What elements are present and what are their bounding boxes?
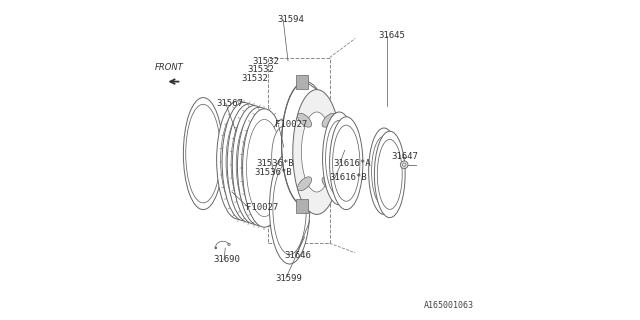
Ellipse shape bbox=[326, 120, 353, 196]
Ellipse shape bbox=[322, 113, 336, 127]
Ellipse shape bbox=[222, 102, 266, 221]
Ellipse shape bbox=[243, 109, 286, 227]
Text: A165001063: A165001063 bbox=[424, 301, 474, 310]
Text: FRONT: FRONT bbox=[156, 63, 184, 72]
Ellipse shape bbox=[236, 116, 272, 213]
Text: 31690: 31690 bbox=[214, 255, 241, 264]
Ellipse shape bbox=[186, 104, 221, 203]
Ellipse shape bbox=[378, 140, 402, 209]
Text: F10027: F10027 bbox=[275, 120, 307, 129]
Ellipse shape bbox=[301, 112, 332, 192]
Ellipse shape bbox=[269, 119, 298, 195]
Ellipse shape bbox=[333, 125, 360, 201]
Ellipse shape bbox=[323, 112, 356, 205]
FancyBboxPatch shape bbox=[296, 199, 308, 213]
Ellipse shape bbox=[232, 106, 276, 224]
Text: 31594: 31594 bbox=[278, 15, 305, 24]
Ellipse shape bbox=[282, 82, 330, 206]
Ellipse shape bbox=[272, 127, 294, 187]
Text: 31532: 31532 bbox=[242, 74, 268, 83]
Ellipse shape bbox=[298, 177, 312, 191]
Ellipse shape bbox=[273, 162, 307, 254]
Text: 31536*B: 31536*B bbox=[256, 159, 294, 168]
Ellipse shape bbox=[227, 104, 271, 222]
Ellipse shape bbox=[221, 111, 256, 209]
Text: 31645: 31645 bbox=[378, 31, 405, 40]
Ellipse shape bbox=[237, 107, 281, 226]
Ellipse shape bbox=[226, 113, 262, 210]
Ellipse shape bbox=[374, 131, 405, 218]
Ellipse shape bbox=[298, 113, 312, 127]
Text: 31567: 31567 bbox=[216, 99, 243, 108]
Ellipse shape bbox=[369, 128, 399, 214]
Circle shape bbox=[401, 161, 408, 169]
Ellipse shape bbox=[322, 177, 336, 191]
Ellipse shape bbox=[372, 136, 396, 206]
Circle shape bbox=[215, 247, 217, 249]
Ellipse shape bbox=[216, 101, 260, 219]
Bar bbox=[268, 58, 330, 243]
Ellipse shape bbox=[241, 118, 277, 215]
FancyBboxPatch shape bbox=[296, 75, 308, 89]
Text: 31536*B: 31536*B bbox=[254, 168, 292, 177]
Ellipse shape bbox=[231, 115, 267, 212]
Text: 31532: 31532 bbox=[247, 65, 274, 74]
Ellipse shape bbox=[330, 117, 363, 210]
Text: 31616*A: 31616*A bbox=[333, 159, 371, 168]
Ellipse shape bbox=[183, 98, 223, 210]
Text: F10027: F10027 bbox=[246, 204, 278, 212]
Text: 31647: 31647 bbox=[391, 152, 418, 161]
Ellipse shape bbox=[269, 152, 310, 264]
Ellipse shape bbox=[293, 90, 341, 214]
Text: 31532: 31532 bbox=[252, 57, 279, 66]
Text: 31599: 31599 bbox=[276, 274, 303, 283]
Text: 31646: 31646 bbox=[285, 252, 312, 260]
Text: 31616*B: 31616*B bbox=[329, 173, 367, 182]
Ellipse shape bbox=[246, 119, 282, 217]
